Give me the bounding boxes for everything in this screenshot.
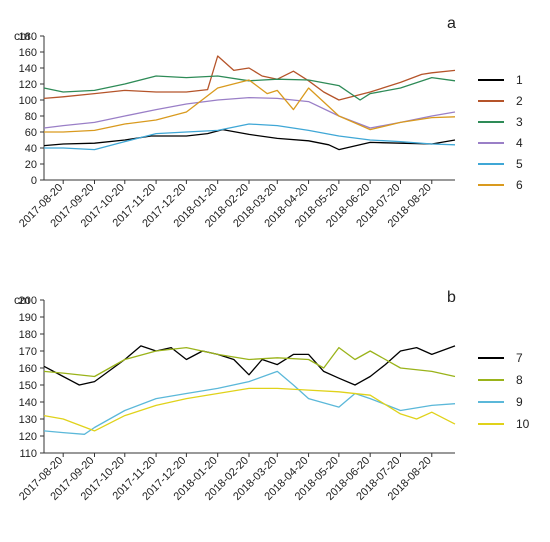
legend-label-6: 6: [516, 178, 523, 192]
series-line-1: [43, 128, 456, 151]
y-tick-label: 40: [25, 143, 37, 155]
y-tick-label: 180: [19, 329, 37, 341]
series-line-9: [43, 370, 456, 435]
legend-label-7: 7: [516, 351, 523, 365]
series-line-7: [43, 345, 456, 386]
legend-label-8: 8: [516, 373, 523, 387]
legend-label-9: 9: [516, 395, 523, 409]
y-tick-label: 0: [31, 175, 37, 187]
legend-label-4: 4: [516, 136, 523, 150]
series-line-8: [43, 346, 456, 378]
legend-label-2: 2: [516, 94, 523, 108]
y-tick-label: 150: [19, 380, 37, 392]
legend-label-3: 3: [516, 115, 523, 129]
y-tick-label: 110: [19, 448, 37, 460]
legend-label-1: 1: [516, 73, 523, 87]
y-tick-label: 60: [25, 127, 37, 139]
series-line-3: [43, 75, 456, 101]
y-tick-label: 190: [19, 312, 37, 324]
y-tick-label: 130: [19, 414, 37, 426]
series-line-6: [44, 79, 456, 133]
y-tick-label: 120: [19, 79, 37, 91]
series-line-2: [43, 55, 456, 101]
legend-label-10: 10: [516, 417, 530, 431]
y-tick-label: 180: [19, 31, 37, 43]
series-line-5: [44, 123, 456, 151]
y-tick-label: 140: [19, 63, 37, 75]
panel-label: b: [447, 289, 456, 306]
legend-label-5: 5: [516, 157, 523, 171]
y-tick-label: 120: [19, 431, 37, 443]
y-tick-label: 170: [19, 346, 37, 358]
y-tick-label: 160: [19, 363, 37, 375]
y-axis-unit: cm: [14, 293, 30, 307]
panel-label: a: [447, 15, 456, 32]
y-tick-label: 20: [25, 159, 37, 171]
y-tick-label: 80: [25, 111, 37, 123]
y-axis-unit: cm: [14, 29, 30, 43]
y-tick-label: 100: [19, 95, 37, 107]
y-tick-label: 160: [19, 47, 37, 59]
series-line-10: [43, 387, 456, 432]
y-tick-label: 200: [19, 295, 37, 307]
y-tick-label: 140: [19, 397, 37, 409]
